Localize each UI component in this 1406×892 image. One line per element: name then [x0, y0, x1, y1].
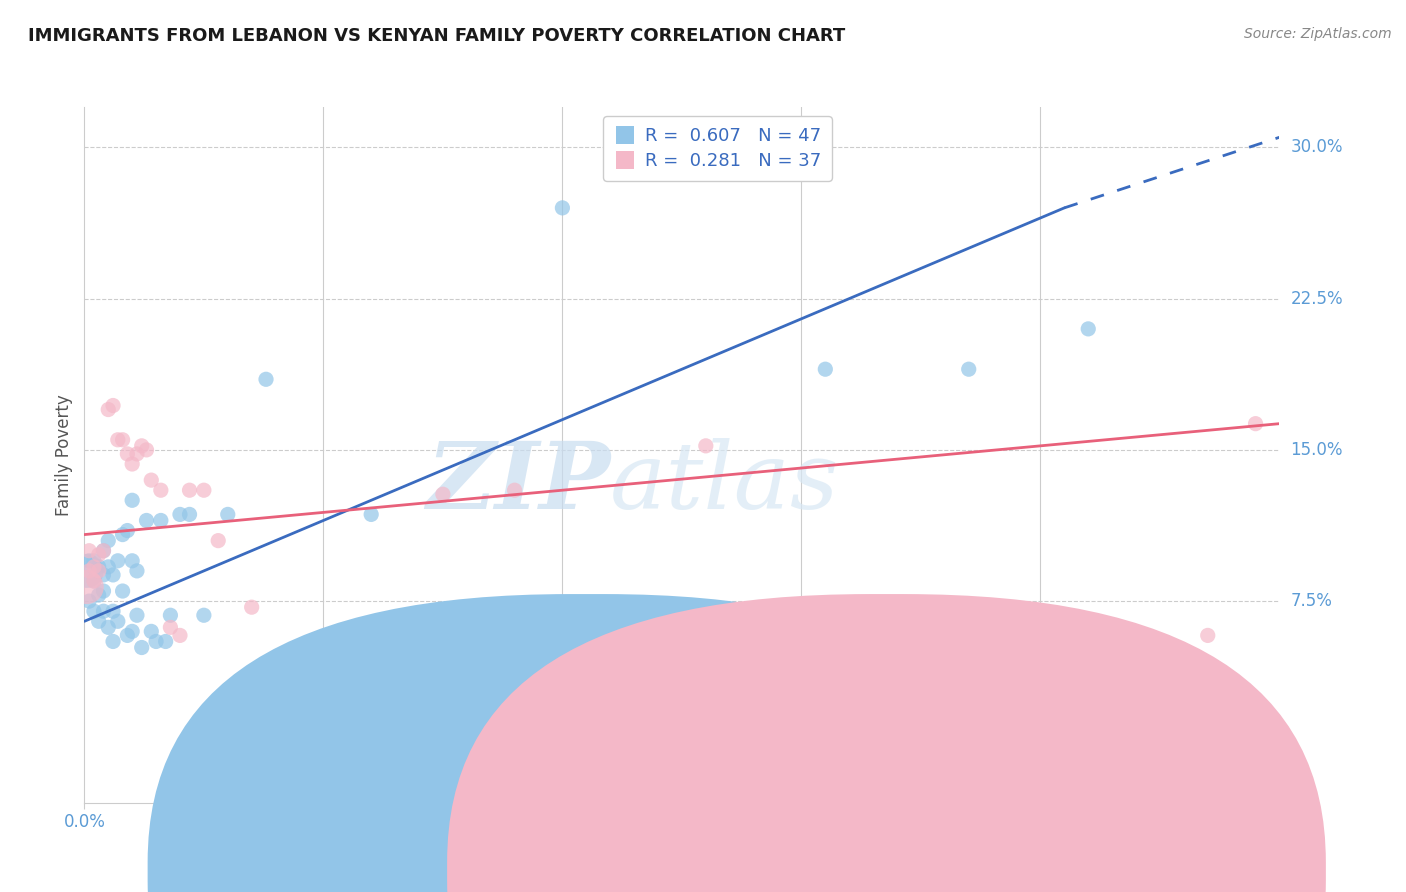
Legend: R =  0.607   N = 47, R =  0.281   N = 37: R = 0.607 N = 47, R = 0.281 N = 37	[603, 116, 832, 181]
Point	[814, 362, 837, 376]
Point	[93, 584, 115, 599]
Point	[87, 564, 110, 578]
Text: Immigrants from Lebanon: Immigrants from Lebanon	[595, 861, 811, 879]
Point	[1077, 322, 1099, 336]
Point	[207, 533, 229, 548]
Point	[101, 568, 124, 582]
Point	[125, 447, 148, 461]
Point	[155, 634, 177, 648]
Point	[101, 634, 124, 648]
Point	[551, 201, 574, 215]
Point	[131, 640, 153, 655]
Point	[149, 483, 172, 498]
Y-axis label: Family Poverty: Family Poverty	[55, 394, 73, 516]
Point	[125, 564, 148, 578]
Point	[117, 628, 139, 642]
Text: 7.5%: 7.5%	[1291, 592, 1333, 610]
Point	[83, 574, 105, 588]
Point	[121, 493, 143, 508]
Point	[179, 483, 201, 498]
Point	[117, 447, 139, 461]
Point	[1029, 661, 1052, 675]
Point	[910, 620, 932, 634]
Point	[131, 439, 153, 453]
Point	[432, 487, 454, 501]
Point	[159, 620, 181, 634]
Text: 30.0%: 30.0%	[1291, 138, 1343, 156]
Point	[1244, 417, 1267, 431]
Point	[503, 483, 526, 498]
Point	[76, 580, 98, 594]
Point	[179, 508, 201, 522]
Point	[141, 473, 163, 487]
Point	[87, 615, 110, 629]
Text: 22.5%: 22.5%	[1291, 290, 1343, 308]
Point	[121, 457, 143, 471]
Point	[1125, 644, 1147, 658]
Point	[814, 648, 837, 663]
Point	[169, 508, 191, 522]
Point	[149, 513, 172, 527]
Point	[77, 564, 100, 578]
Point	[83, 554, 105, 568]
Point	[93, 543, 115, 558]
Point	[111, 527, 134, 541]
Point	[193, 608, 215, 623]
Point	[193, 483, 215, 498]
Point	[77, 594, 100, 608]
Point	[107, 433, 129, 447]
Point	[97, 402, 120, 417]
Point	[135, 513, 157, 527]
Point	[121, 624, 143, 639]
Text: Kenyans: Kenyans	[921, 861, 991, 879]
Point	[125, 608, 148, 623]
Text: 15.0%: 15.0%	[1291, 441, 1343, 458]
Point	[111, 433, 134, 447]
Point	[97, 620, 120, 634]
Point	[264, 695, 287, 709]
Point	[87, 559, 110, 574]
Point	[957, 362, 980, 376]
Text: Source: ZipAtlas.com: Source: ZipAtlas.com	[1244, 27, 1392, 41]
Point	[101, 604, 124, 618]
Point	[141, 624, 163, 639]
Point	[240, 600, 263, 615]
Point	[384, 648, 406, 663]
Point	[135, 442, 157, 457]
Point	[169, 628, 191, 642]
Point	[77, 554, 100, 568]
Point	[87, 548, 110, 562]
Point	[1197, 628, 1219, 642]
Point	[83, 559, 105, 574]
Point	[360, 508, 382, 522]
Point	[83, 574, 105, 588]
Point	[107, 615, 129, 629]
Point	[97, 559, 120, 574]
Point	[83, 604, 105, 618]
Point	[121, 554, 143, 568]
Point	[101, 399, 124, 413]
Point	[93, 604, 115, 618]
Point	[695, 439, 717, 453]
Point	[145, 634, 167, 648]
Point	[217, 508, 239, 522]
Text: ZIP: ZIP	[426, 438, 610, 528]
Point	[117, 524, 139, 538]
Point	[336, 628, 359, 642]
Point	[76, 564, 98, 578]
Point	[159, 608, 181, 623]
Point	[93, 543, 115, 558]
Text: atlas: atlas	[610, 438, 839, 528]
Point	[254, 372, 277, 386]
Point	[87, 588, 110, 602]
Point	[77, 543, 100, 558]
Point	[111, 584, 134, 599]
Point	[97, 533, 120, 548]
Text: IMMIGRANTS FROM LEBANON VS KENYAN FAMILY POVERTY CORRELATION CHART: IMMIGRANTS FROM LEBANON VS KENYAN FAMILY…	[28, 27, 845, 45]
Point	[107, 554, 129, 568]
Point	[93, 568, 115, 582]
